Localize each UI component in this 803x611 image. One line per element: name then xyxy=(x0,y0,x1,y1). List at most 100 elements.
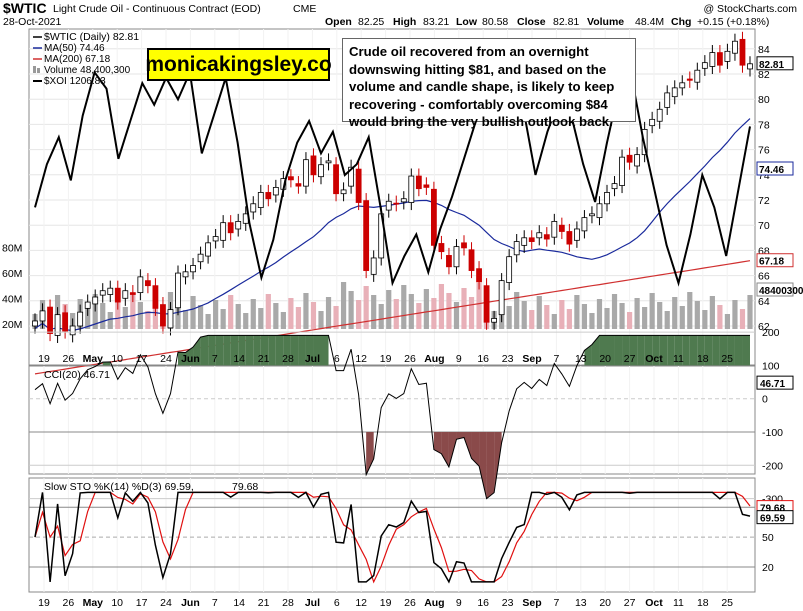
cci-positive-area xyxy=(245,335,254,366)
candle-body xyxy=(295,183,302,187)
candle-body xyxy=(84,301,91,309)
volume-bar xyxy=(273,303,279,329)
cci-positive-area xyxy=(719,335,728,366)
sto-k-line xyxy=(34,491,751,584)
volume-bar xyxy=(453,302,460,329)
cci-positive-area xyxy=(644,335,653,366)
volume-bar xyxy=(634,298,640,329)
cci-positive-area xyxy=(727,335,735,366)
x-tick-label: 18 xyxy=(697,353,709,365)
x-tick-label: 19 xyxy=(380,353,392,365)
price-tick-label: 84 xyxy=(758,44,770,56)
candle-body xyxy=(438,243,445,253)
volume-bar xyxy=(732,300,738,329)
volume-bar xyxy=(619,303,625,329)
tag-ma50: 74.46 xyxy=(759,165,784,176)
candle-body xyxy=(144,280,151,287)
volume-bar xyxy=(333,306,339,329)
cci-negative-area xyxy=(486,432,495,499)
x-tick-label: 20 xyxy=(599,353,611,365)
sto-d-tag: 79.68 xyxy=(760,504,785,515)
x-tick-label: 23 xyxy=(502,597,514,609)
chg-value: +0.15 (+0.18%) xyxy=(697,16,769,28)
cci-tag-bg xyxy=(756,375,794,390)
volume-bar xyxy=(122,307,128,329)
candle-body xyxy=(611,183,618,190)
volume-bar xyxy=(438,284,445,329)
candle-body xyxy=(453,246,460,268)
volume-bar xyxy=(325,297,332,329)
cci-negative-area xyxy=(441,432,449,467)
cci-line xyxy=(34,334,750,500)
cci-positive-area xyxy=(584,344,592,366)
x-tick-label: Oct xyxy=(645,353,663,365)
volume-bar xyxy=(679,306,685,329)
sto-tick-label: 20 xyxy=(762,562,774,574)
x-tick-label: 20 xyxy=(599,597,611,609)
sto-k-tag-bg xyxy=(756,510,794,525)
volume-bar xyxy=(521,301,527,329)
volume-bar xyxy=(243,313,249,329)
cci-panel xyxy=(28,365,756,475)
candle-body xyxy=(287,176,294,181)
cci-positive-area xyxy=(268,335,276,366)
candle-body xyxy=(197,253,204,263)
open-label: Open xyxy=(325,16,352,28)
volume-bar xyxy=(702,310,708,329)
candle-body xyxy=(701,62,708,69)
candle-body xyxy=(679,82,686,89)
candle-body xyxy=(393,202,400,205)
candle-body xyxy=(498,280,505,316)
sto-k-tag: 69.59 xyxy=(760,514,785,525)
cci-positive-area xyxy=(682,335,690,366)
close-value: 82.81 xyxy=(553,16,579,28)
candle-body xyxy=(355,168,362,203)
candle-body xyxy=(716,52,723,66)
x-tick-label: Jun xyxy=(181,597,200,609)
cci-negative-area xyxy=(479,432,487,499)
cci-positive-area xyxy=(667,335,675,366)
x-tick-label: 26 xyxy=(404,597,416,609)
x-tick-label: 26 xyxy=(63,353,75,365)
candle-body xyxy=(430,188,437,246)
volume-bar xyxy=(288,298,294,329)
volume-bar xyxy=(446,293,452,329)
cci-positive-area xyxy=(704,335,713,366)
cci-positive-area xyxy=(742,335,750,366)
x-tick-label: 21 xyxy=(258,353,270,365)
candle-body xyxy=(325,160,332,164)
x-tick-label: 7 xyxy=(212,597,218,609)
candle-body xyxy=(62,312,69,332)
cci-positive-area xyxy=(607,335,615,366)
x-tick-label: 25 xyxy=(721,353,733,365)
volume-bar xyxy=(280,312,286,329)
price-tick-label: 76 xyxy=(758,145,770,157)
cci-positive-area xyxy=(313,335,321,366)
candle-body xyxy=(32,320,38,327)
open-value: 82.25 xyxy=(358,16,384,28)
candle-body xyxy=(370,257,377,275)
ma50-path xyxy=(34,118,751,332)
volume-bar xyxy=(130,293,136,329)
tag-ma50-bg xyxy=(756,161,794,176)
legend-xoi: $XOI 1206.83 xyxy=(44,76,106,87)
tag-close-bg xyxy=(756,56,794,71)
volume-bar xyxy=(220,309,226,329)
candle-body xyxy=(340,189,347,195)
candle-body xyxy=(604,192,610,205)
cci-positive-area xyxy=(652,335,660,366)
volume-bar xyxy=(228,295,234,329)
volume-bar xyxy=(551,314,557,329)
candle-body xyxy=(423,184,430,188)
low-value: 80.58 xyxy=(482,16,508,28)
volume-bar xyxy=(340,282,347,329)
low-label: Low xyxy=(456,16,478,28)
candle-body xyxy=(310,155,317,176)
x-tick-label: 24 xyxy=(160,597,172,609)
x-tick-label: 12 xyxy=(355,353,367,365)
candle-body xyxy=(506,256,513,283)
cci-positive-area xyxy=(599,335,607,366)
x-tick-label: 12 xyxy=(355,597,367,609)
cci-tick-label: 200 xyxy=(762,327,780,339)
candle-body xyxy=(408,175,415,203)
